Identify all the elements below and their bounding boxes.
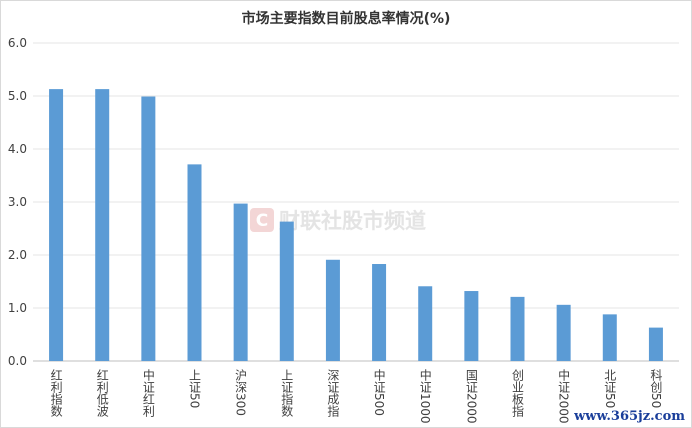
bar <box>418 286 433 361</box>
chart-title: 市场主要指数目前股息率情况(%) <box>242 10 451 27</box>
x-tick-label: 中证1000 <box>418 368 432 424</box>
x-axis-ticks: 红利指数 红利低波 中证红利 上证50 沪深300 上证指数 深证成指 中证500 中证1000… <box>49 368 663 424</box>
x-tick-label: 深证成指 <box>326 369 340 418</box>
watermark-text: 财联社股市频道 <box>279 209 426 233</box>
footer-url: www.365jz.com <box>573 409 685 424</box>
bar <box>648 327 663 361</box>
x-tick-label: 红利指数 <box>49 368 63 418</box>
y-tick-label: 6.0 <box>8 36 27 50</box>
y-tick-label: 3.0 <box>8 195 27 209</box>
y-tick-label: 5.0 <box>8 89 27 103</box>
bar <box>325 259 340 361</box>
bar <box>233 203 248 361</box>
x-tick-label: 红利低波 <box>95 368 109 418</box>
bar <box>510 296 525 361</box>
watermark-logo-letter: C <box>256 211 268 231</box>
bar <box>602 314 617 361</box>
y-tick-label: 1.0 <box>8 301 27 315</box>
y-tick-label: 0.0 <box>8 354 27 368</box>
bar <box>464 291 479 361</box>
bars <box>49 89 663 362</box>
y-tick-label: 4.0 <box>8 142 27 156</box>
x-tick-label: 沪深300 <box>234 369 248 416</box>
x-tick-label: 中证红利 <box>141 368 155 417</box>
watermark-logo <box>250 208 274 232</box>
watermark: C 财联社股市频道 <box>250 208 426 233</box>
x-tick-label: 北证50 <box>603 369 617 409</box>
y-axis-ticks: 0.0 1.0 2.0 3.0 4.0 5.0 6.0 <box>8 36 27 368</box>
bar <box>95 89 110 362</box>
x-tick-label: 中证500 <box>372 368 386 416</box>
gridlines <box>33 42 679 362</box>
x-tick-label: 科创50 <box>649 369 663 409</box>
bar <box>187 164 202 361</box>
bar <box>556 304 571 361</box>
x-tick-label: 上证指数 <box>280 369 294 418</box>
x-tick-label: 中证2000 <box>557 368 571 424</box>
x-tick-label: 创业板指 <box>511 369 525 418</box>
bar <box>279 221 294 361</box>
x-tick-label: 上证50 <box>188 369 202 409</box>
y-tick-label: 2.0 <box>8 248 27 262</box>
x-tick-label: 国证2000 <box>464 369 478 424</box>
bar <box>372 264 387 361</box>
bar <box>49 89 64 362</box>
bar <box>141 96 156 361</box>
